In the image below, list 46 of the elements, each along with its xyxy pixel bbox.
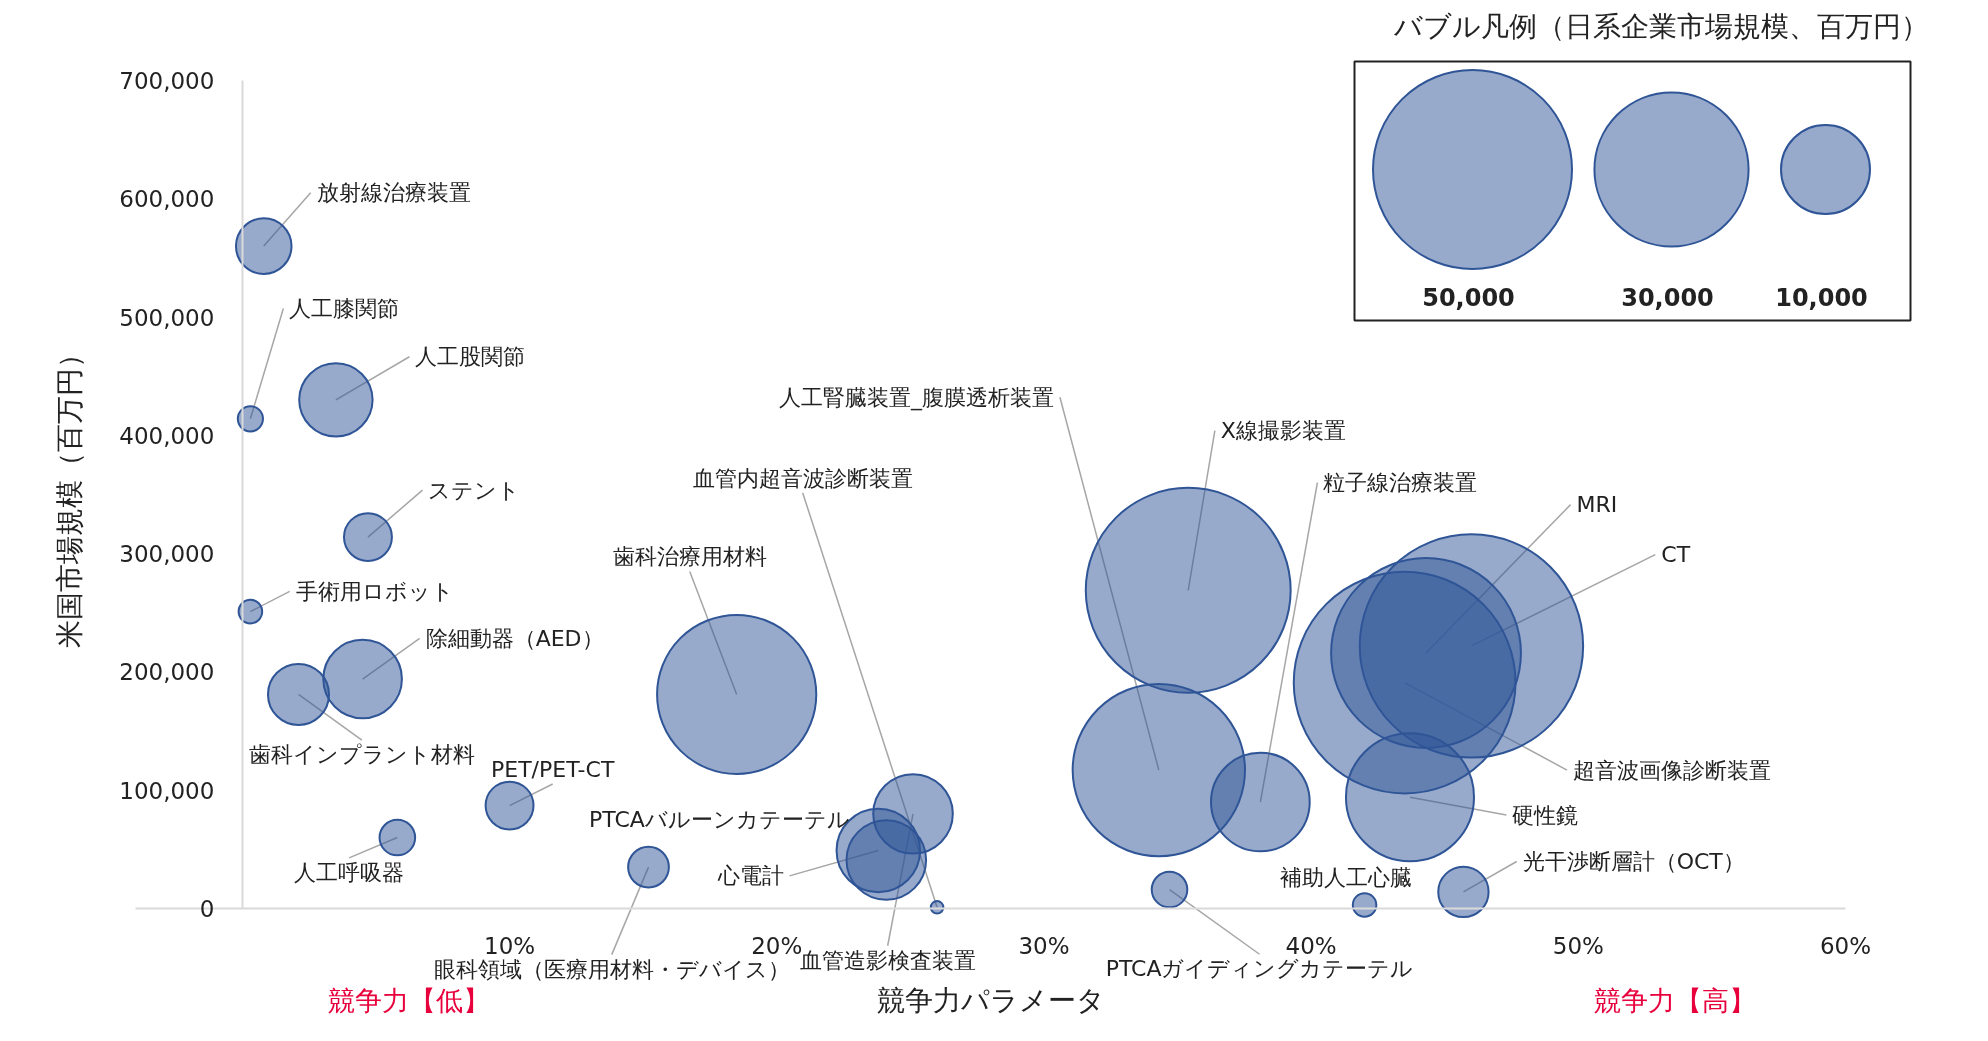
legend-title: バブル凡例（日系企業市場規模、百万円） [1393, 10, 1929, 43]
annotation: 補助人工心臓 [1279, 865, 1412, 891]
x-tick-label: 30% [1018, 932, 1070, 959]
annotation: 放射線治療装置 [316, 180, 471, 206]
y-axis-title: 米国市場規模（百万円） [53, 340, 87, 649]
annotation: 眼科領域（医療用材料・デバイス） [433, 956, 790, 982]
annotation: 人工膝関節 [289, 295, 400, 321]
x-tick-label: 40% [1285, 932, 1337, 959]
annotation: 除細動器（AED） [425, 625, 604, 651]
legend-label: 10,000 [1775, 283, 1868, 312]
y-tick-label: 100,000 [119, 777, 215, 804]
annotation: PET/PET-CT [491, 757, 615, 783]
legend-label: 30,000 [1621, 283, 1714, 312]
text: 競争力【低】 [327, 985, 490, 1016]
annotation: 心電計 [716, 863, 784, 889]
annotation: CT [1661, 542, 1691, 568]
y-tick-label: 500,000 [119, 304, 215, 331]
y-tick-label: 700,000 [119, 68, 215, 94]
x-tick-label: 60% [1819, 932, 1872, 959]
annotation: ステント [428, 477, 521, 503]
annotation: 人工呼吸器 [294, 859, 405, 885]
x-axis-title: 競争力パラメータ [876, 984, 1105, 1017]
x-tick-label: 10% [484, 932, 536, 959]
y-tick-label: 200,000 [119, 659, 215, 686]
annotation: PTCAバルーンカテーテル [589, 806, 850, 832]
annotation: 人工腎臓装置_腹膜透析装置 [778, 384, 1054, 411]
annotation: 歯科治療用材料 [612, 544, 767, 570]
annotation: 硬性鏡 [1512, 802, 1579, 828]
annotation: 人工股関節 [415, 344, 526, 370]
y-tick-label: 300,000 [119, 541, 215, 568]
annotation: MRI [1576, 492, 1618, 518]
annotation: 光干渉断層計（OCT） [1522, 849, 1745, 875]
annotation: 歯科インプラント材料 [248, 742, 475, 768]
annotation: 血管内超音波診断装置 [692, 465, 913, 491]
y-tick-label: 0 [199, 896, 215, 922]
x-tick-label: 20% [751, 932, 803, 959]
y-tick-label: 600,000 [119, 186, 215, 213]
annotation: 粒子線治療装置 [1323, 470, 1478, 496]
annotation: X線撮影装置 [1220, 418, 1346, 444]
x-tick-label: 50% [1552, 932, 1604, 959]
text: 競争力【高】 [1593, 985, 1756, 1016]
y-tick-label: 400,000 [119, 422, 215, 449]
annotation: 手術用ロボット [295, 578, 454, 604]
annotation: PTCAガイディングカテーテル [1105, 956, 1414, 982]
legend-label: 50,000 [1422, 283, 1515, 312]
annotation: 超音波画像診断装置 [1572, 757, 1771, 783]
